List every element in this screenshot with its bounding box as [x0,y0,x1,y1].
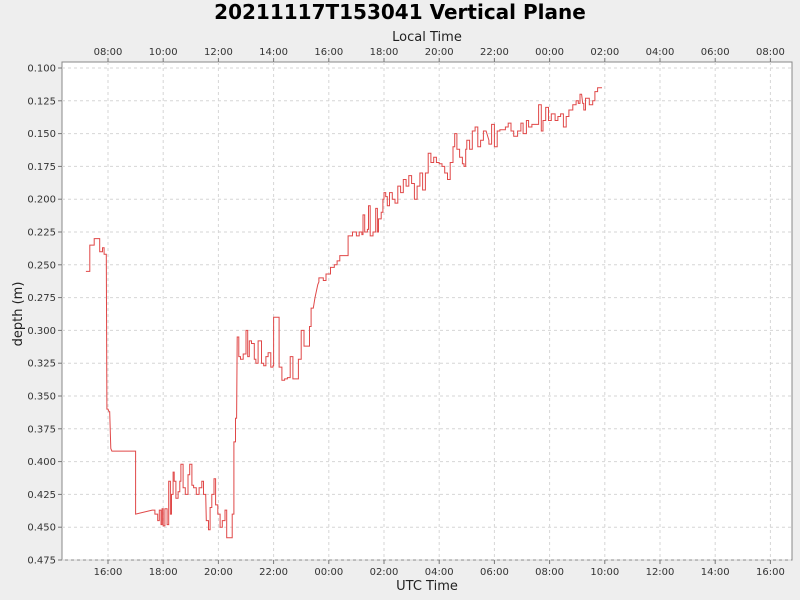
x2-tick-label: 22:00 [480,47,509,58]
x2-tick-label: 06:00 [701,47,730,58]
x-tick-label: 02:00 [370,567,399,578]
y-tick-label: 0.275 [27,293,56,304]
x2-tick-label: 08:00 [94,47,123,58]
y-tick-label: 0.200 [27,195,56,206]
x-tick-label: 00:00 [314,567,343,578]
y-tick-label: 0.425 [27,490,56,501]
y-tick-label: 0.400 [27,457,56,468]
depth-series-line [85,87,602,539]
x-tick-label: 08:00 [535,567,564,578]
x2-tick-label: 00:00 [535,47,564,58]
x-tick-label: 22:00 [259,567,288,578]
x2-tick-label: 04:00 [646,47,675,58]
y-tick-label: 0.350 [27,392,56,403]
x-tick-label: 10:00 [590,567,619,578]
y-tick-label: 0.375 [27,424,56,435]
x-tick-label: 06:00 [480,567,509,578]
y-axis-label: depth (m) [11,282,26,347]
y-tick-label: 0.300 [27,326,56,337]
x2-tick-label: 12:00 [204,47,233,58]
x2-tick-label: 10:00 [149,47,178,58]
x2-tick-label: 16:00 [314,47,343,58]
x2-tick-label: 02:00 [590,47,619,58]
x-tick-label: 12:00 [646,567,675,578]
x2-tick-label: 14:00 [259,47,288,58]
y-tick-label: 0.450 [27,523,56,534]
y-tick-label: 0.225 [27,228,56,239]
x-tick-label: 20:00 [204,567,233,578]
y-tick-label: 0.100 [27,64,56,75]
y-tick-label: 0.175 [27,162,56,173]
chart-title: 20211117T153041 Vertical Plane [214,0,586,24]
x-tick-label: 18:00 [149,567,178,578]
y-tick-label: 0.325 [27,359,56,370]
x2-tick-label: 08:00 [756,47,785,58]
y-tick-label: 0.475 [27,556,56,567]
y-tick-label: 0.150 [27,129,56,140]
x2-tick-label: 18:00 [370,47,399,58]
x2-tick-label: 20:00 [425,47,454,58]
x-tick-label: 16:00 [94,567,123,578]
plot-area [61,61,793,561]
top-axis-label: Local Time [392,30,462,45]
y-tick-label: 0.125 [27,96,56,107]
axis-ticks: 0.100 0.125 0.150 0.175 0.200 0.225 0.250 0.275… [27,47,784,578]
x-tick-label: 14:00 [701,567,730,578]
bottom-axis-label: UTC Time [396,579,458,594]
x-tick-label: 16:00 [756,567,785,578]
grid [62,62,792,561]
x-tick-label: 04:00 [425,567,454,578]
y-tick-label: 0.250 [27,260,56,271]
